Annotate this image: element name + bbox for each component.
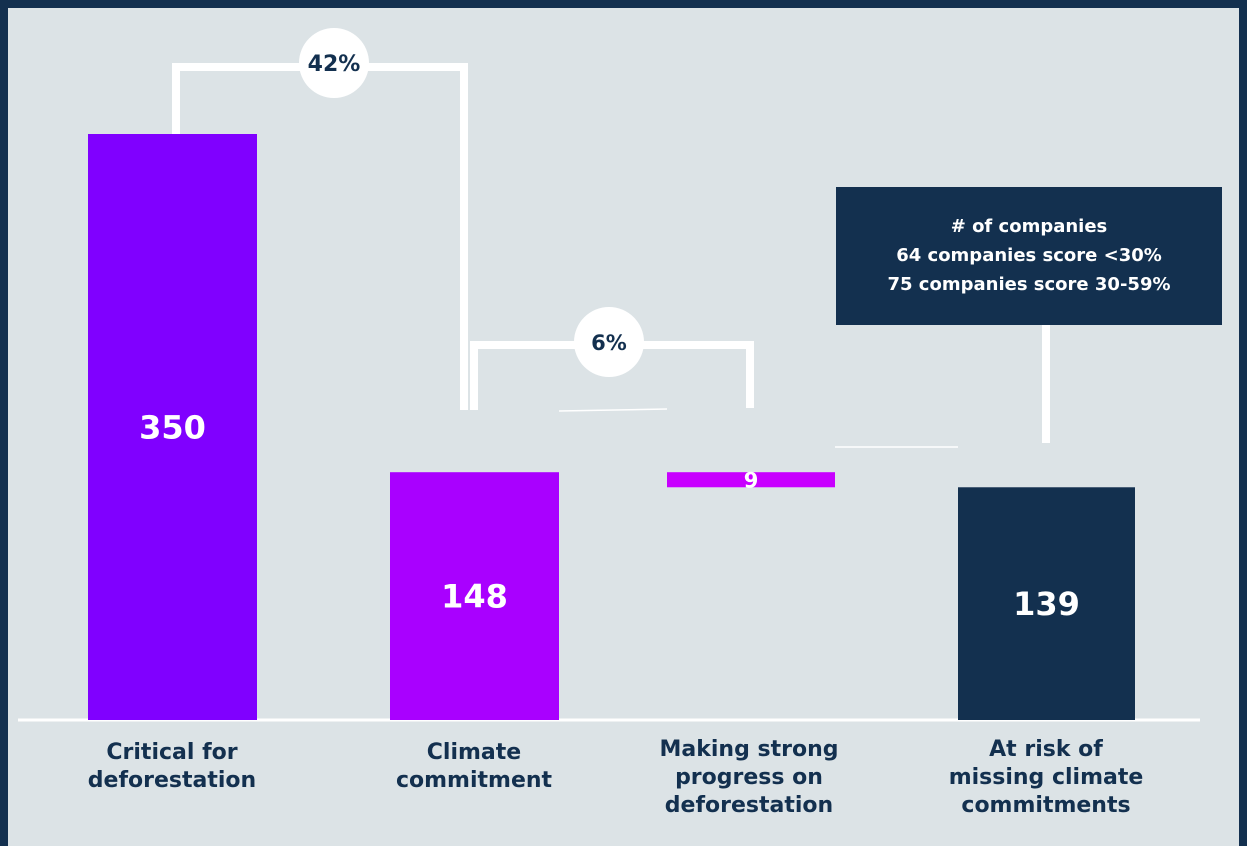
bar-value-label-3: 9 [744, 468, 759, 492]
pct-badge-6 [574, 307, 644, 377]
category-label-line: Critical for [106, 740, 238, 765]
companies-note: # of companies 64 companies score <30% 7… [836, 187, 1222, 325]
category-label-3: Making strong progress on deforestation [639, 736, 859, 820]
pct-label-42: 42% [308, 52, 361, 77]
category-label-line: deforestation [87, 768, 257, 793]
bar-4 [958, 487, 1135, 720]
bar-value-label-2: 148 [441, 578, 508, 616]
category-label-line: progress on [675, 765, 823, 790]
category-label-line: Climate [426, 740, 522, 765]
category-label-line: At risk of [989, 737, 1103, 762]
category-label-1: Critical for deforestation [62, 739, 282, 795]
note-line-1: 64 companies score <30% [896, 245, 1162, 266]
category-label-line: Making strong [659, 737, 839, 762]
category-label-4: At risk of missing climate commitments [936, 736, 1156, 820]
bar-value-label-4: 139 [1013, 585, 1080, 623]
category-label-2: Climate commitment [364, 739, 584, 795]
category-label-line: missing climate [948, 765, 1144, 790]
category-label-line: deforestation [664, 793, 834, 818]
bar-1 [88, 134, 257, 720]
pct-badge-42 [299, 28, 369, 98]
bar-value-label-1: 350 [139, 409, 206, 447]
category-label-line: commitment [395, 768, 553, 793]
note-title: # of companies [950, 216, 1108, 237]
bar-2 [390, 472, 559, 720]
note-line-2: 75 companies score 30-59% [887, 274, 1171, 295]
bar-3 [667, 472, 835, 488]
pct-label-6: 6% [591, 331, 627, 355]
connector-2-3 [558, 408, 668, 412]
category-label-line: commitments [961, 793, 1131, 818]
